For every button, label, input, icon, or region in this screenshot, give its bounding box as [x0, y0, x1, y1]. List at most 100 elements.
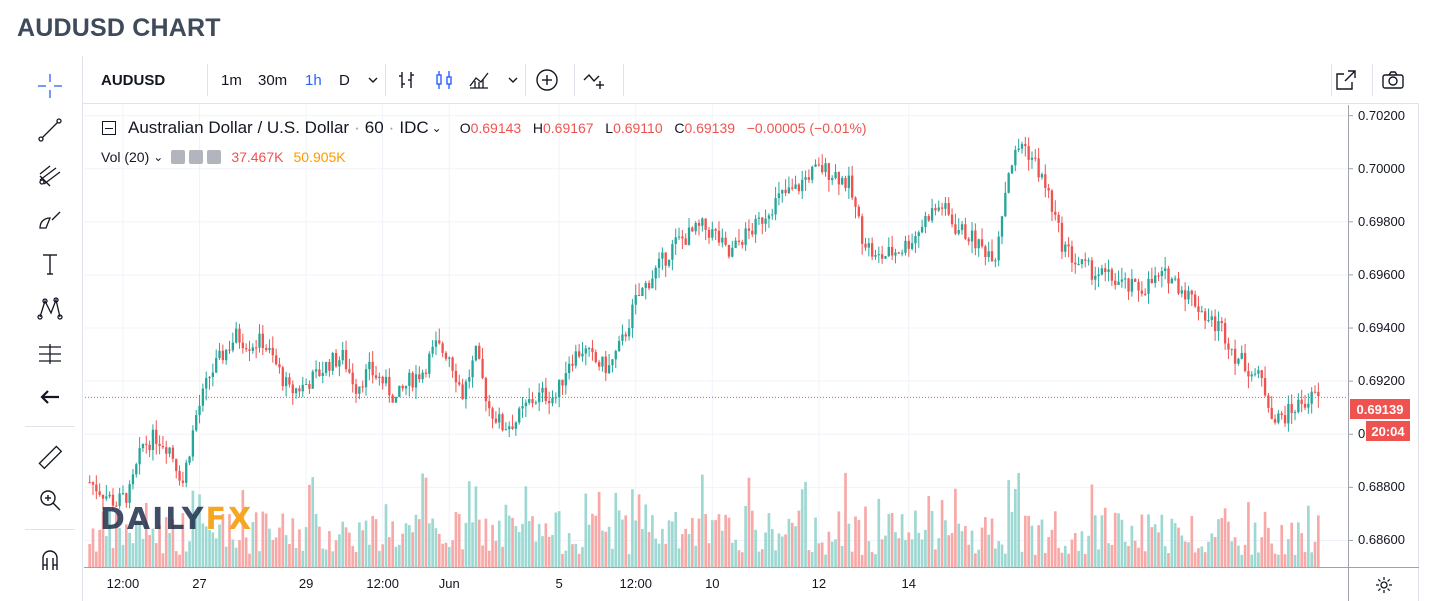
volume-bar: [391, 521, 395, 567]
volume-bar: [1007, 480, 1011, 567]
volume-bar: [671, 521, 674, 567]
candle-body: [591, 348, 594, 353]
volume-label[interactable]: Vol (20): [101, 149, 150, 165]
legend-chevron-down-icon[interactable]: ⌄: [431, 121, 442, 135]
crosshair-icon[interactable]: [30, 68, 70, 104]
volume-bar: [461, 549, 464, 567]
volume-bar: [1090, 484, 1094, 567]
candle-body: [1007, 173, 1010, 193]
volume-bar: [890, 512, 894, 567]
fullscreen-open-icon[interactable]: [1334, 56, 1358, 104]
candle-body: [108, 494, 111, 497]
magnet-icon[interactable]: [30, 542, 70, 578]
candle-body: [797, 184, 801, 192]
volume-bar: [114, 513, 118, 567]
settings-gear-icon[interactable]: [1348, 567, 1419, 601]
price-scale[interactable]: [1348, 105, 1419, 567]
interval-30m[interactable]: 30m: [258, 71, 288, 89]
candle-body: [145, 443, 148, 445]
visibility-eye-icon[interactable]: [171, 150, 186, 164]
volume-bar: [1280, 524, 1284, 567]
volume-bar: [1310, 552, 1314, 567]
candle-body: [784, 189, 787, 194]
collapse-legend-icon[interactable]: [102, 121, 116, 135]
candle-body: [621, 334, 624, 341]
volume-bar: [897, 538, 901, 567]
text-tool-icon[interactable]: [30, 246, 70, 282]
candle-body: [940, 207, 944, 209]
candle-body: [754, 218, 757, 235]
pattern-icon[interactable]: [30, 291, 70, 327]
zoom-in-icon[interactable]: [30, 482, 70, 518]
volume-settings-icon[interactable]: [189, 150, 204, 164]
volume-bar: [1004, 553, 1007, 567]
volume-bar: [1050, 529, 1054, 567]
fib-retracement-icon[interactable]: [30, 158, 70, 194]
candle-body: [1257, 370, 1260, 374]
volume-bar: [94, 551, 98, 567]
candle-body: [121, 493, 125, 495]
volume-bar: [790, 522, 794, 567]
candles-chart-icon[interactable]: [432, 56, 456, 104]
candle-body: [874, 255, 877, 257]
volume-bar: [1277, 554, 1280, 567]
volume-bar: [388, 537, 391, 567]
volume-bar: [314, 513, 318, 567]
candle-body: [491, 408, 494, 419]
volume-bar: [91, 528, 95, 567]
volume-bar: [1120, 519, 1124, 567]
ruler-icon[interactable]: [30, 439, 70, 475]
interval-1m[interactable]: 1m: [221, 71, 242, 89]
remove-volume-icon[interactable]: [207, 150, 222, 164]
volume-bar: [251, 522, 255, 567]
candle-body: [541, 387, 544, 393]
interval-1h[interactable]: 1h: [305, 71, 322, 89]
volume-bar: [274, 537, 278, 567]
candle-body: [837, 172, 841, 185]
volume-bar: [697, 518, 701, 567]
candle-body: [817, 164, 821, 166]
brush-icon[interactable]: [30, 202, 70, 238]
candle-body: [967, 238, 970, 242]
volume-bar: [920, 539, 924, 567]
bars-chart-icon[interactable]: [395, 56, 419, 104]
volume-bar: [158, 525, 161, 567]
interval-chevron-down-icon[interactable]: [361, 56, 385, 104]
add-indicator-icon[interactable]: [535, 56, 559, 104]
trend-line-icon[interactable]: [30, 112, 70, 148]
candle-body: [1290, 403, 1293, 414]
candle-body: [1237, 358, 1240, 364]
interval-d[interactable]: D: [339, 71, 350, 89]
candle-body: [1094, 275, 1097, 280]
volume-bar: [707, 543, 711, 567]
back-arrow-icon[interactable]: [30, 379, 70, 415]
volume-bar: [770, 529, 774, 567]
candle-body: [1243, 352, 1247, 371]
symbol-search[interactable]: AUDUSD: [101, 71, 166, 89]
candle-body: [218, 350, 221, 359]
volume-bar: [554, 512, 558, 567]
series-name[interactable]: Australian Dollar / U.S. Dollar: [128, 118, 350, 137]
volume-chevron-down-icon[interactable]: ⌄: [153, 150, 164, 164]
candle-body: [661, 252, 664, 259]
time-scale[interactable]: [84, 567, 1348, 601]
volume-bar: [424, 477, 428, 567]
candle-body: [401, 385, 404, 389]
measure-forecast-icon[interactable]: [30, 336, 70, 372]
volume-bar: [1297, 522, 1300, 567]
volume-bar: [674, 511, 678, 567]
candle-body: [411, 372, 414, 388]
compare-icon[interactable]: [582, 56, 606, 104]
camera-snapshot-icon[interactable]: [1381, 56, 1405, 104]
volume-bar: [1260, 537, 1264, 567]
main-series-legend: Australian Dollar / U.S. Dollar · 60 · I…: [102, 118, 867, 138]
chart-type-chevron-down-icon[interactable]: [501, 56, 525, 104]
area-chart-icon[interactable]: [467, 56, 491, 104]
volume-bar: [984, 517, 987, 567]
volume-bar: [934, 549, 937, 567]
candle-body: [577, 351, 581, 357]
volume-bar: [484, 518, 488, 567]
candle-body: [521, 406, 524, 409]
volume-bar: [1210, 533, 1214, 567]
